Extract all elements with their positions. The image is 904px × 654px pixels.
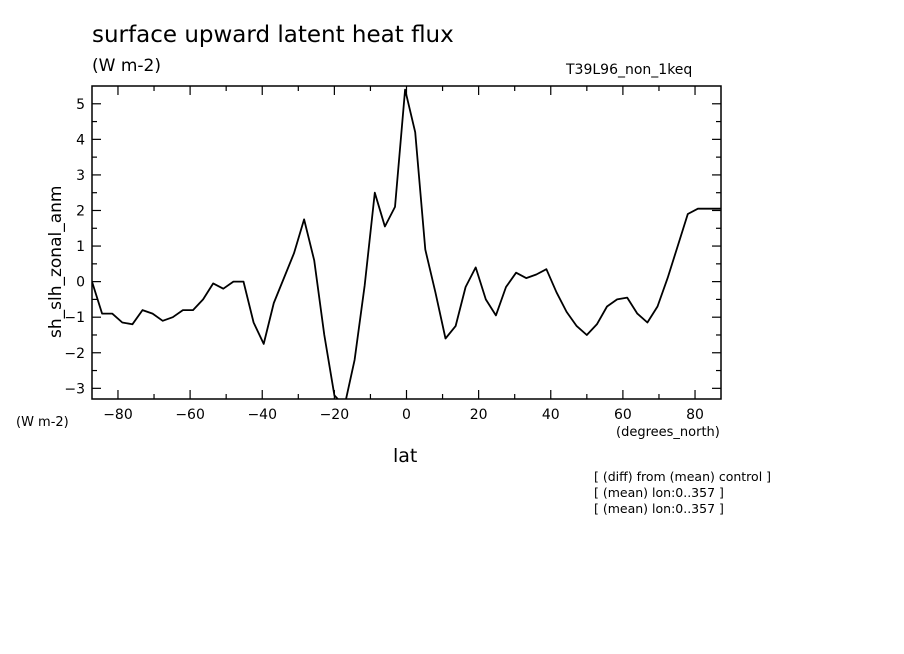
y-tick-label: 4 bbox=[76, 132, 85, 148]
y-axis-units: (W m-2) bbox=[16, 415, 69, 430]
x-axis-label: lat bbox=[393, 445, 418, 467]
tick-labels: −80 −60 −40 −20 0 20 40 60 80 −3 −2 −1 0 1 2 3 4 5 bbox=[64, 97, 704, 423]
x-tick-label: 80 bbox=[686, 407, 704, 423]
run-label: T39L96_non_1keq bbox=[566, 62, 693, 78]
note-line: [ (mean) lon:0..357 ] bbox=[594, 485, 724, 500]
x-tick-label: −20 bbox=[320, 407, 350, 423]
axis-ticks bbox=[92, 86, 721, 399]
chart-units: (W m-2) bbox=[92, 56, 161, 76]
chart-notes: [ (diff) from (mean) control ] [ (mean) … bbox=[594, 469, 771, 517]
y-tick-label: 1 bbox=[76, 239, 85, 255]
x-tick-label: 40 bbox=[542, 407, 560, 423]
chart-title: surface upward latent heat flux bbox=[92, 22, 454, 48]
x-tick-label: −80 bbox=[103, 407, 133, 423]
x-axis-units: (degrees_north) bbox=[616, 425, 720, 440]
y-tick-label: 0 bbox=[76, 275, 85, 291]
y-tick-label: 5 bbox=[76, 97, 85, 113]
x-tick-label: 0 bbox=[402, 407, 411, 423]
x-tick-label: 20 bbox=[470, 407, 488, 423]
note-line: [ (diff) from (mean) control ] bbox=[594, 469, 772, 484]
x-tick-label: 60 bbox=[614, 407, 632, 423]
y-tick-label: −3 bbox=[64, 381, 85, 397]
x-tick-label: −60 bbox=[175, 407, 205, 423]
y-tick-label: −1 bbox=[64, 310, 85, 326]
note-line: [ (mean) lon:0..357 ] bbox=[594, 501, 724, 516]
y-tick-label: 2 bbox=[76, 203, 85, 219]
series-line bbox=[92, 88, 721, 399]
x-tick-label: −40 bbox=[247, 407, 277, 423]
y-tick-label: 3 bbox=[76, 168, 85, 184]
plot-frame bbox=[91, 85, 722, 400]
y-tick-label: −2 bbox=[64, 346, 85, 362]
